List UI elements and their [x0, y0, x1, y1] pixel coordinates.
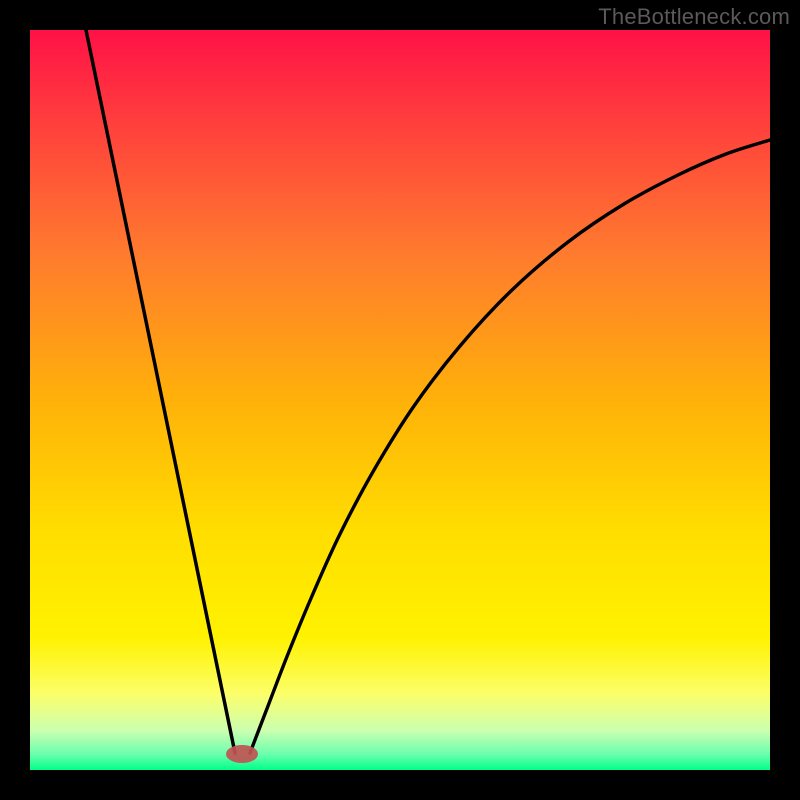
- bottleneck-chart: [30, 30, 770, 770]
- minimum-marker: [226, 745, 258, 763]
- chart-svg: [30, 30, 770, 770]
- attribution-watermark: TheBottleneck.com: [598, 4, 790, 30]
- bottom-green-fade: [30, 640, 770, 770]
- chart-frame: TheBottleneck.com: [0, 0, 800, 800]
